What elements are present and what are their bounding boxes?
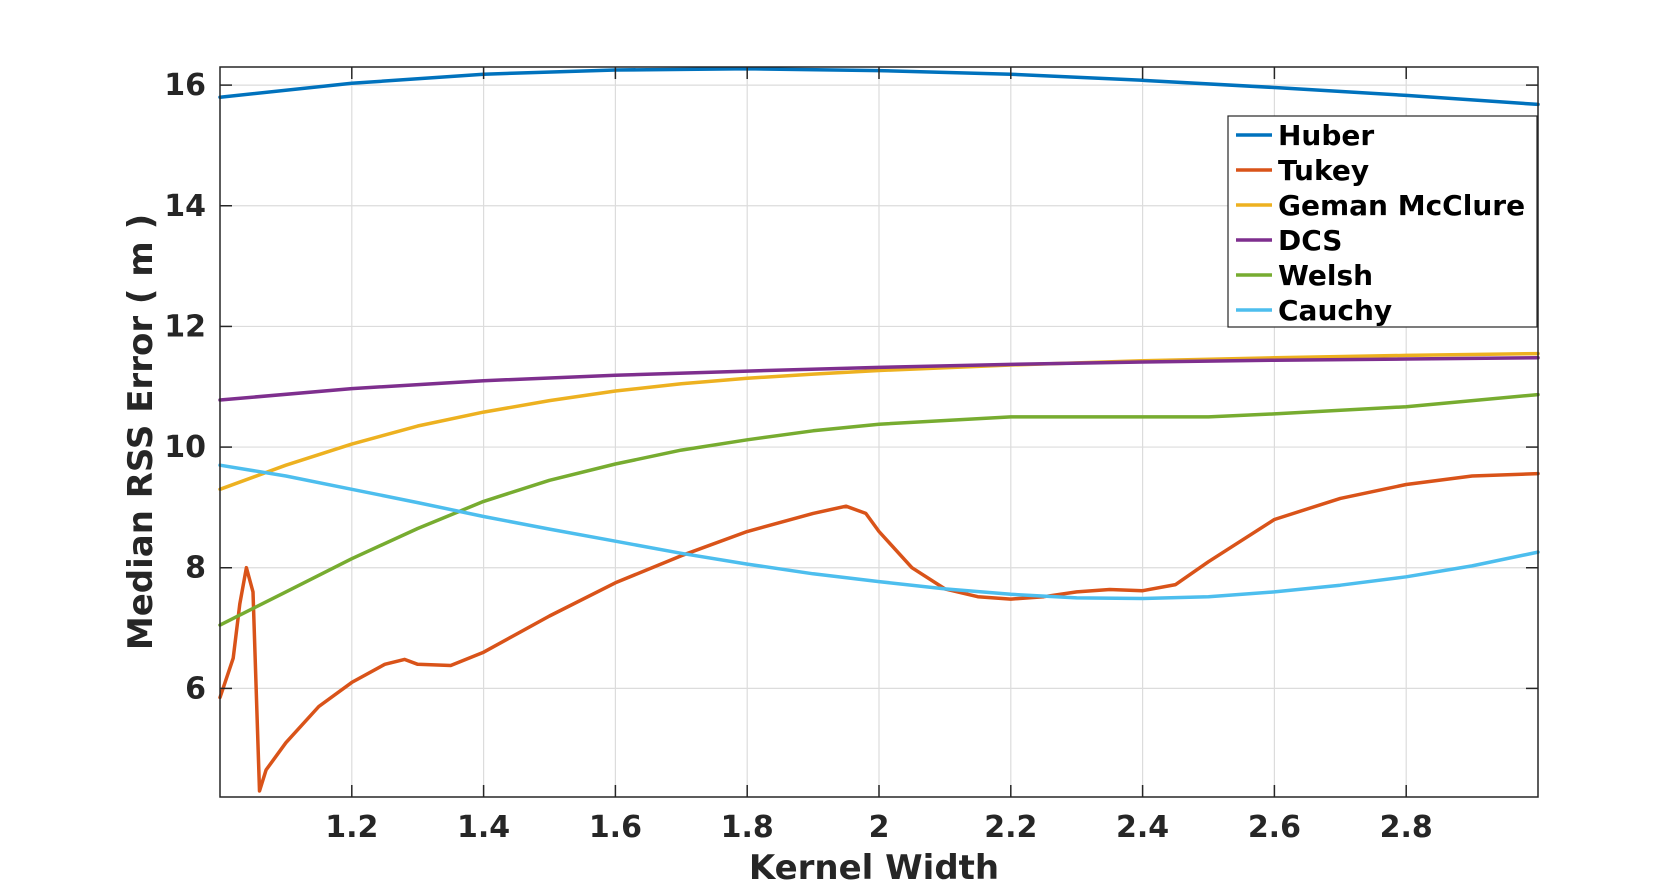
series-line-cauchy bbox=[218, 463, 1540, 601]
series-line-tukey bbox=[218, 471, 1540, 793]
x-tick-label: 2.2 bbox=[984, 810, 1037, 845]
legend-box bbox=[1227, 115, 1538, 328]
y-tick-label: 10 bbox=[164, 430, 206, 465]
y-tick-label: 14 bbox=[164, 189, 206, 224]
x-tick-label: 1.8 bbox=[721, 810, 774, 845]
legend-label-cauchy: Cauchy bbox=[1278, 294, 1392, 327]
series-line-welsh bbox=[218, 392, 1540, 627]
y-tick-label: 16 bbox=[164, 68, 206, 103]
series-line-geman-mcclure bbox=[218, 351, 1540, 492]
series-line-dcs bbox=[218, 356, 1540, 402]
x-tick-label: 1.2 bbox=[325, 810, 378, 845]
x-tick-label: 2.8 bbox=[1380, 810, 1433, 845]
x-tick-label: 1.6 bbox=[589, 810, 642, 845]
legend-label-dcs: DCS bbox=[1278, 224, 1342, 257]
ticks bbox=[220, 67, 1538, 797]
legend-label-huber: Huber bbox=[1278, 119, 1374, 152]
x-tick-label: 2 bbox=[869, 810, 890, 845]
x-tick-label: 2.4 bbox=[1116, 810, 1169, 845]
x-tick-label: 1.4 bbox=[457, 810, 510, 845]
y-tick-labels: 6 8 10 12 14 16 bbox=[164, 68, 206, 706]
x-tick-label: 2.6 bbox=[1248, 810, 1301, 845]
y-axis-title: Median RSS Error ( m ) bbox=[121, 214, 161, 650]
grid bbox=[220, 67, 1538, 797]
y-tick-label: 12 bbox=[164, 309, 206, 344]
legend-label-geman-mcclure: Geman McClure bbox=[1278, 189, 1525, 222]
legend-label-tukey: Tukey bbox=[1278, 154, 1369, 187]
y-tick-label: 8 bbox=[185, 551, 206, 586]
x-axis-title: Kernel Width bbox=[749, 848, 999, 885]
x-tick-labels: 1.2 1.4 1.6 1.8 2 2.2 2.4 2.6 2.8 bbox=[325, 810, 1433, 845]
y-tick-label: 6 bbox=[185, 671, 206, 706]
legend-label-welsh: Welsh bbox=[1278, 259, 1373, 292]
